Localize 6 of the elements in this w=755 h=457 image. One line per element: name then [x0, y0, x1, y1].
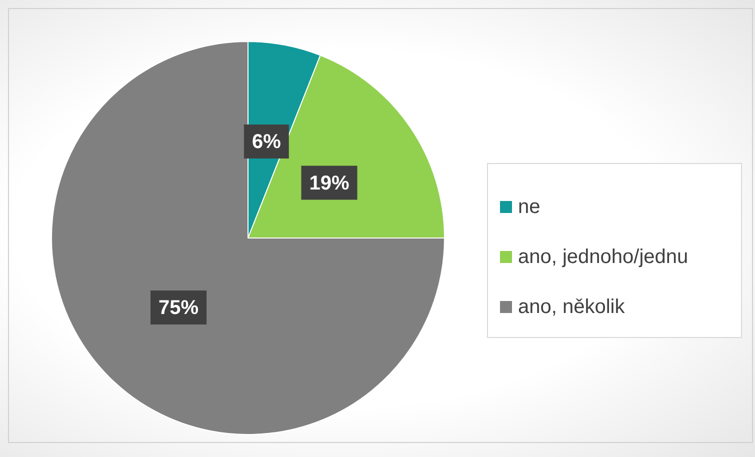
legend-label: ne: [518, 196, 540, 218]
legend-label: ano, jednoho/jednu: [518, 246, 688, 268]
data-label: 6%: [252, 131, 282, 154]
data-label: 75%: [158, 296, 199, 319]
legend-label: ano, několik: [518, 296, 625, 318]
data-label: 19%: [309, 172, 350, 194]
